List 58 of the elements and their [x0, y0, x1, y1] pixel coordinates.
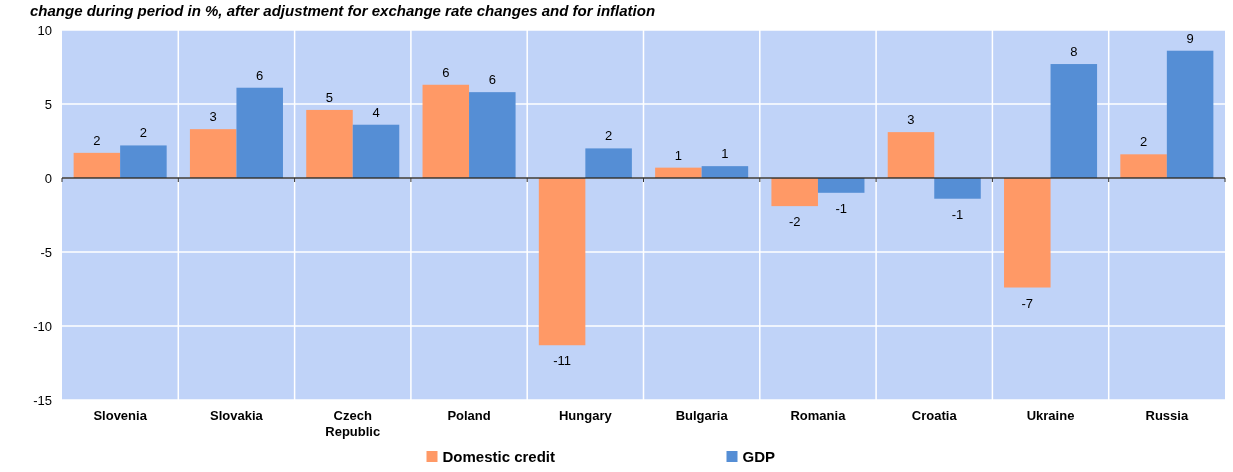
- bar: [236, 87, 283, 178]
- data-label: 3: [907, 112, 915, 128]
- data-label: 2: [604, 128, 613, 144]
- x-tick-label: Romania: [790, 408, 847, 423]
- data-label: 6: [488, 72, 496, 88]
- legend-label: Domestic credit: [442, 448, 556, 465]
- data-label: 1: [674, 147, 683, 163]
- x-tick-label: Hungary: [558, 408, 613, 423]
- x-tick-label: Czech Republic: [325, 408, 381, 439]
- bar: [1004, 178, 1051, 288]
- data-label: 4: [372, 104, 380, 120]
- x-tick-label: Slovenia: [93, 408, 148, 423]
- data-label: 5: [325, 89, 334, 105]
- x-tick-label: Slovakia: [210, 408, 264, 423]
- y-tick-label: 5: [44, 96, 52, 112]
- data-label: 3: [209, 109, 217, 125]
- data-label: -7: [1021, 295, 1034, 311]
- data-label: 6: [256, 67, 264, 83]
- data-label: 2: [93, 132, 101, 148]
- bar: [352, 124, 400, 178]
- bar: [585, 148, 632, 178]
- data-label: 8: [1070, 44, 1078, 60]
- bar: [1120, 154, 1167, 178]
- data-label: -2: [788, 214, 801, 230]
- bar: [538, 178, 586, 346]
- bar: [1166, 50, 1214, 178]
- bar: [306, 109, 353, 178]
- x-tick-label: Ukraine: [1026, 408, 1075, 423]
- bar: [120, 145, 167, 178]
- x-tick-label: Croatia: [911, 408, 958, 423]
- chart-title: change during period in %, after adjustment for exchange rate changes and for inflation: [30, 2, 656, 19]
- bar: [1050, 64, 1098, 178]
- bar: [887, 132, 935, 178]
- data-label: 1: [721, 146, 729, 162]
- data-label: -11: [553, 353, 571, 369]
- y-tick-label: 0: [44, 170, 52, 186]
- data-label: 2: [139, 125, 148, 141]
- bar: [934, 178, 981, 199]
- bar: [422, 84, 470, 178]
- bar: [701, 166, 749, 178]
- data-label: -1: [835, 200, 847, 216]
- bar: [73, 152, 121, 178]
- data-label: 2: [1139, 134, 1148, 150]
- bar: [189, 129, 237, 178]
- data-label: 9: [1186, 30, 1194, 46]
- bar: [817, 178, 865, 193]
- data-label: -1: [951, 206, 964, 222]
- y-tick-label: 10: [37, 22, 52, 38]
- y-tick-label: -15: [33, 392, 52, 408]
- x-tick-label: Bulgaria: [675, 408, 729, 423]
- bar: [771, 178, 818, 207]
- x-tick-label: Russia: [1145, 408, 1189, 423]
- x-tick-label: Poland: [447, 408, 491, 423]
- legend-label: GDP: [742, 448, 776, 465]
- bar: [469, 92, 516, 178]
- y-tick-label: -10: [33, 318, 52, 334]
- y-tick-label: -5: [40, 244, 52, 260]
- data-label: 6: [442, 64, 450, 80]
